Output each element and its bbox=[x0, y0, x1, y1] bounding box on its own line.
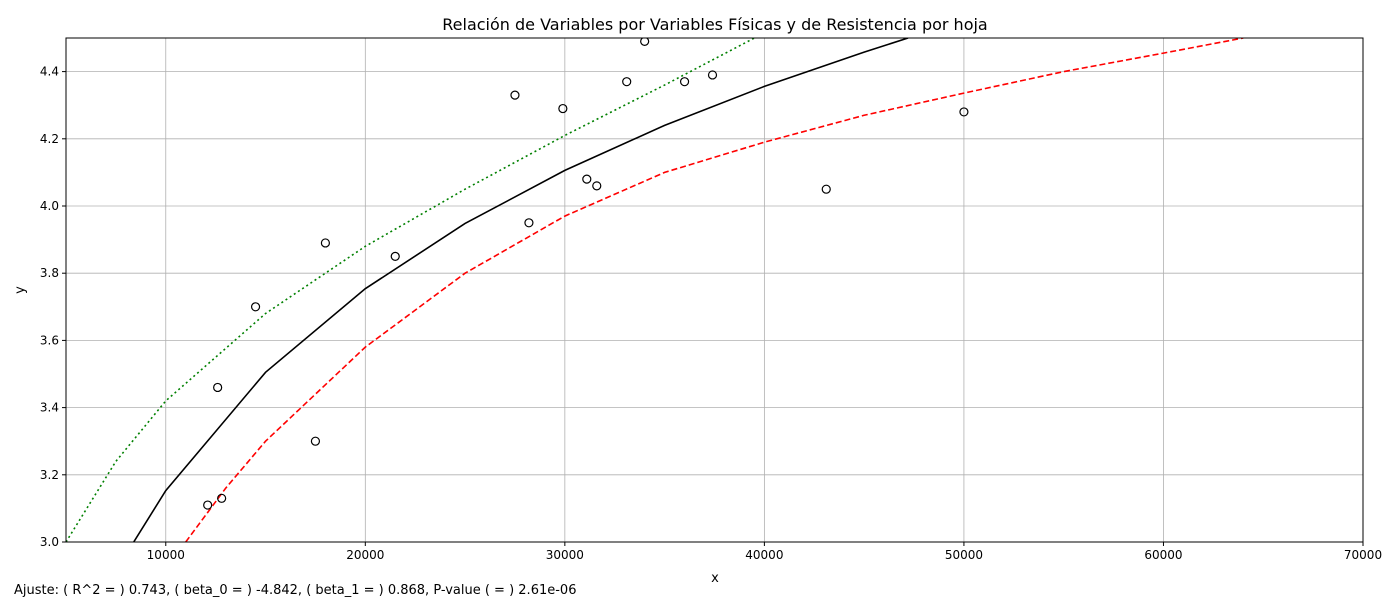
y-tick-label: 3.4 bbox=[40, 401, 59, 415]
y-tick-label: 3.2 bbox=[40, 468, 59, 482]
x-tick-label: 70000 bbox=[1344, 548, 1382, 562]
data-point bbox=[310, 436, 321, 446]
data-point bbox=[250, 302, 261, 312]
x-axis-label: x bbox=[711, 571, 719, 586]
data-point bbox=[510, 90, 520, 100]
data-point bbox=[558, 103, 568, 114]
data-point bbox=[524, 218, 534, 228]
data-point bbox=[821, 184, 831, 194]
data-point bbox=[592, 181, 602, 191]
fit-line bbox=[132, 38, 909, 542]
fit-annotation: Ajuste: ( R^2 = ) 0.743, ( beta_0 = ) -4… bbox=[14, 583, 576, 598]
data-point bbox=[707, 70, 718, 80]
data-point bbox=[679, 77, 690, 87]
y-tick-label: 3.6 bbox=[40, 333, 59, 347]
data-point bbox=[959, 107, 969, 117]
data-point bbox=[640, 38, 650, 46]
chart-title: Relación de Variables por Variables Físi… bbox=[442, 15, 987, 34]
y-axis-label: y bbox=[13, 286, 28, 294]
x-tick-label: 20000 bbox=[346, 548, 384, 562]
y-tick-label: 4.4 bbox=[40, 65, 59, 79]
fit-line bbox=[185, 38, 1244, 542]
data-point bbox=[217, 493, 227, 503]
x-tick-label: 40000 bbox=[745, 548, 783, 562]
plot-frame bbox=[65, 37, 1364, 543]
y-tick-label: 3.8 bbox=[40, 266, 59, 280]
data-point bbox=[622, 77, 632, 87]
x-tick-label: 50000 bbox=[945, 548, 983, 562]
data-point bbox=[213, 382, 223, 393]
x-tick-label: 10000 bbox=[147, 548, 185, 562]
plot-area bbox=[66, 38, 1244, 542]
fit-line bbox=[66, 38, 755, 542]
y-tick-label: 4.0 bbox=[40, 199, 59, 213]
x-tick-label: 30000 bbox=[546, 548, 584, 562]
data-point bbox=[390, 251, 400, 261]
data-point bbox=[582, 174, 592, 184]
x-tick-label: 60000 bbox=[1144, 548, 1182, 562]
y-tick-label: 3.0 bbox=[40, 535, 59, 549]
data-point bbox=[203, 500, 213, 510]
y-tick-label: 4.2 bbox=[40, 132, 59, 146]
data-point bbox=[320, 238, 330, 248]
